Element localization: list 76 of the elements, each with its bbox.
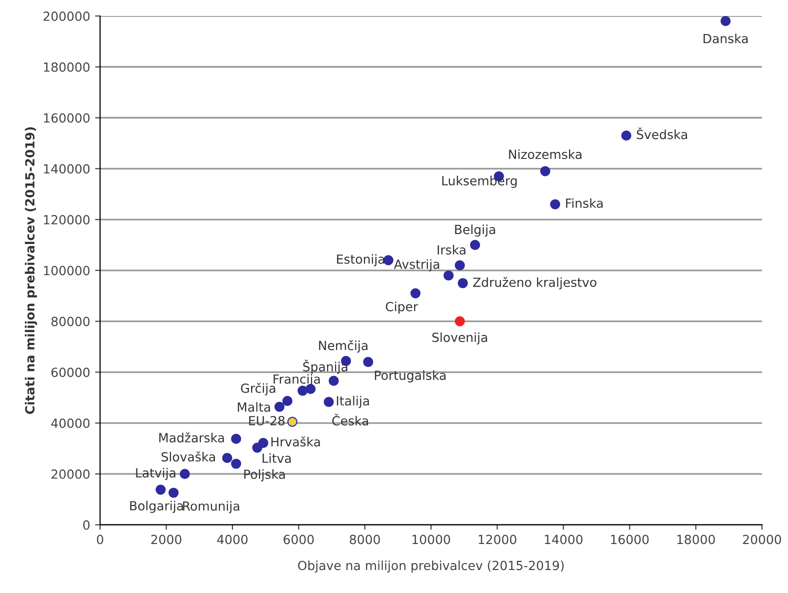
point: [720, 16, 731, 26]
x-tick-label: 0: [96, 534, 104, 544]
point: [231, 458, 242, 469]
point: [298, 386, 308, 396]
point: [470, 240, 480, 250]
point: [363, 356, 374, 368]
y-tick-label: 60000: [51, 368, 90, 378]
point: [328, 376, 339, 386]
point: [550, 199, 560, 210]
point: [454, 260, 465, 270]
annotation: Francija: [274, 374, 320, 386]
x-tick-label: 6000: [284, 534, 314, 544]
y-axis-title: Citati na milijon prebivalcev (2015-2019): [24, 127, 38, 414]
point: [540, 166, 550, 176]
x-tick-label: 8000: [350, 534, 380, 544]
annotation: Švedska: [636, 127, 688, 140]
annotation: Litva: [262, 453, 291, 463]
annotation: Česka: [332, 414, 368, 426]
annotation: Malta: [238, 402, 270, 412]
point: [458, 278, 468, 288]
annotation: Romunija: [183, 501, 240, 514]
point: [252, 442, 262, 453]
x-tick-label: 2000: [151, 534, 182, 544]
annotation: Finska: [566, 198, 603, 208]
point: [180, 468, 190, 479]
y-tick-label: 20000: [52, 469, 90, 479]
point: [231, 434, 242, 444]
annotation: Združeno kraljestvo: [473, 276, 596, 290]
x-tick-label: 12000: [478, 534, 516, 544]
annotation: Slovenija: [432, 332, 488, 344]
point: [410, 288, 421, 298]
annotation: Latvija: [136, 468, 176, 480]
point: [287, 416, 298, 427]
x-tick-label: 4000: [217, 534, 248, 544]
annotation: Poljska: [244, 469, 285, 482]
annotation: Irska: [438, 244, 466, 255]
annotation: Italija: [336, 396, 369, 408]
point: [222, 452, 232, 463]
x-tick-label: 10000: [412, 534, 450, 544]
point: [444, 270, 454, 281]
y-tick-label: 0: [83, 520, 90, 530]
annotation: Portugalska: [374, 370, 446, 382]
point: [454, 316, 465, 326]
y-tick-label: 140000: [44, 164, 90, 174]
annotation: Bolgarija: [130, 500, 183, 513]
x-tick-label: 16000: [611, 534, 649, 544]
y-tick-label: 200000: [44, 11, 90, 21]
point: [324, 396, 334, 407]
point: [282, 396, 292, 406]
y-tick-label: 180000: [44, 62, 90, 72]
annotation: Grčija: [240, 382, 276, 396]
x-tick-label: 20000: [743, 534, 782, 544]
y-tick-label: 100000: [44, 266, 90, 276]
x-tick-label: 18000: [677, 534, 715, 544]
y-tick-label: 80000: [51, 316, 90, 326]
annotation: Belgija: [455, 224, 496, 237]
annotation: Nemčija: [319, 340, 368, 353]
annotation: EU-28: [249, 416, 285, 426]
point: [621, 130, 632, 141]
annotation: Španija: [303, 360, 348, 374]
y-tick-label: 120000: [44, 215, 90, 224]
y-tick-label: 40000: [51, 418, 90, 428]
annotation: Danska: [704, 34, 748, 44]
point: [168, 488, 179, 498]
x-axis-title: Objave na milijon prebivalcev (2015-2019): [298, 560, 564, 573]
x-tick-label: 14000: [544, 534, 582, 544]
annotation: Slovaška: [162, 451, 215, 462]
annotation: Hrvaška: [271, 436, 320, 447]
annotation: Madžarska: [159, 432, 224, 442]
point: [274, 402, 285, 412]
annotation: Luksemberg: [442, 176, 517, 188]
point: [156, 484, 166, 495]
y-tick-label: 160000: [44, 113, 90, 123]
annotation: Avstrija: [394, 259, 440, 272]
annotation: Ciper: [386, 302, 418, 314]
annotation: Nizozemska: [509, 149, 582, 160]
